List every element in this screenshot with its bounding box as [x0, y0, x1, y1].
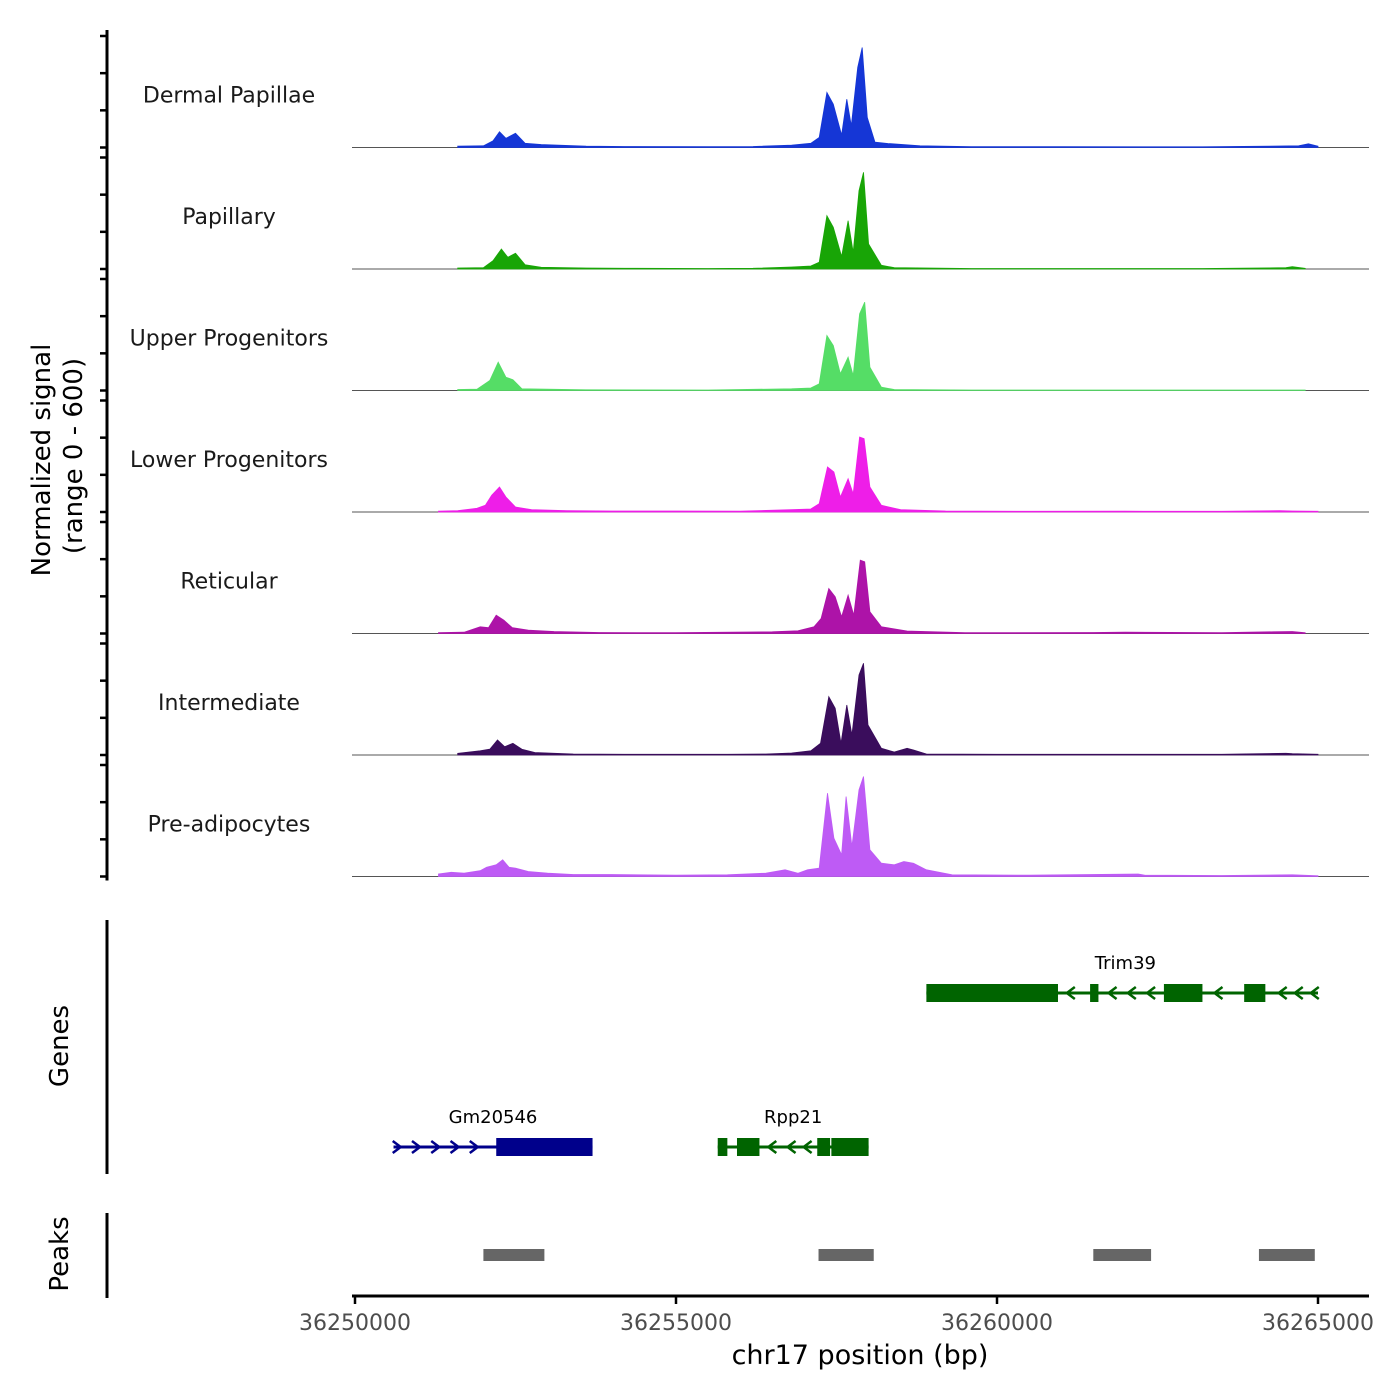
- genes-panel-label: Genes: [45, 1005, 75, 1087]
- gene-annotations: Trim39 Gm20546 Rpp21: [391, 953, 1320, 1156]
- track-signal-area: [457, 47, 1319, 148]
- track-signal-area: [438, 559, 1306, 634]
- track-lower-progenitors: Lower Progenitors: [130, 436, 1369, 513]
- gene-exon: [736, 1138, 760, 1156]
- strand-arrow: [469, 1140, 480, 1154]
- track-label: Intermediate: [158, 691, 300, 716]
- track-signal-area: [438, 776, 1319, 877]
- gene-exon: [1244, 984, 1266, 1002]
- signal-y-title-line2: (range 0 - 600): [59, 358, 89, 554]
- track-label: Papillary: [182, 205, 276, 230]
- track-pre-adipocytes: Pre-adipocytes: [148, 776, 1369, 877]
- gene-label: Rpp21: [764, 1107, 822, 1128]
- track-signal-area: [438, 436, 1319, 513]
- gene-exon: [1163, 984, 1203, 1002]
- strand-arrow: [449, 1140, 461, 1154]
- peak-bar: [1093, 1249, 1152, 1261]
- peak-bar: [1258, 1249, 1315, 1261]
- track-reticular: Reticular: [180, 559, 1369, 634]
- gene-exon: [831, 1138, 869, 1156]
- strand-arrow: [1064, 986, 1076, 1000]
- strand-arrow: [411, 1140, 423, 1154]
- track-label: Upper Progenitors: [130, 327, 329, 352]
- signal-y-axis: [100, 30, 109, 881]
- strand-arrow: [1106, 986, 1118, 1000]
- track-dermal-papillae: Dermal Papillae: [143, 47, 1369, 148]
- gene-gm20546: Gm20546: [391, 1107, 593, 1156]
- gene-label: Gm20546: [449, 1107, 538, 1128]
- track-signal-area: [457, 302, 1306, 391]
- strand-arrow: [430, 1140, 442, 1154]
- strand-arrow: [1125, 986, 1137, 1000]
- strand-arrow: [1292, 986, 1304, 1000]
- peaks-panel-label: Peaks: [45, 1216, 75, 1291]
- signal-y-title-line1: Normalized signal: [27, 344, 57, 577]
- strand-arrow: [1276, 986, 1288, 1000]
- strand-arrow: [785, 1140, 797, 1154]
- strand-arrow: [1144, 986, 1156, 1000]
- x-tick-label: 36255000: [620, 1311, 732, 1336]
- signal-tracks: Dermal Papillae Papillary Upper Progenitor…: [130, 47, 1369, 877]
- x-tick-label: 36265000: [1262, 1311, 1374, 1336]
- peak-regions: [483, 1249, 1315, 1261]
- strand-arrow: [1308, 986, 1320, 1000]
- x-axis: 36250000 36255000 36260000 36265000: [299, 1294, 1374, 1336]
- track-label: Dermal Papillae: [143, 84, 315, 109]
- track-upper-progenitors: Upper Progenitors: [130, 302, 1369, 391]
- track-label: Pre-adipocytes: [148, 813, 311, 838]
- track-signal-area: [457, 663, 1319, 756]
- strand-arrow: [801, 1140, 813, 1154]
- gene-exon: [717, 1138, 728, 1156]
- gene-exon: [926, 984, 1058, 1002]
- track-papillary: Papillary: [182, 172, 1369, 270]
- gene-exon: [1090, 984, 1099, 1002]
- track-intermediate: Intermediate: [158, 663, 1369, 756]
- strand-arrow: [766, 1140, 778, 1154]
- gene-exon: [496, 1138, 593, 1156]
- track-label: Reticular: [180, 570, 278, 595]
- gene-rpp21: Rpp21: [717, 1107, 869, 1156]
- track-label: Lower Progenitors: [130, 448, 328, 473]
- gene-label: Trim39: [1094, 953, 1156, 974]
- x-axis-title: chr17 position (bp): [732, 1340, 989, 1371]
- track-signal-area: [457, 172, 1306, 270]
- strand-arrow: [391, 1140, 403, 1154]
- gene-trim39: Trim39: [926, 953, 1320, 1002]
- strand-arrow: [1212, 986, 1224, 1000]
- x-tick-label: 36260000: [941, 1311, 1053, 1336]
- peak-bar: [818, 1249, 874, 1261]
- x-tick-label: 36250000: [299, 1311, 411, 1336]
- peak-bar: [483, 1249, 545, 1261]
- gene-exon: [817, 1138, 831, 1156]
